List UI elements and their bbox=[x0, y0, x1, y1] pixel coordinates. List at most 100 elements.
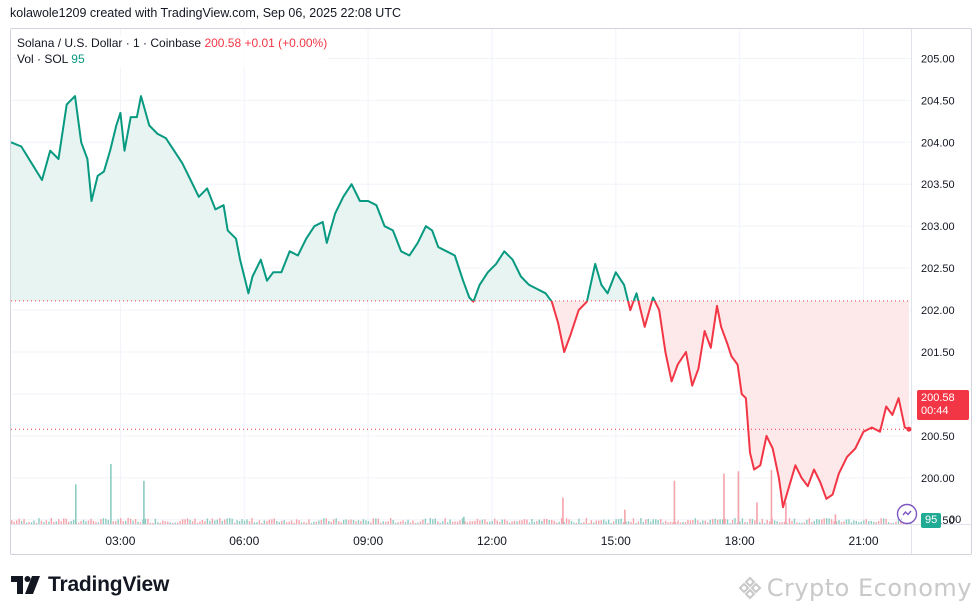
volume-bar bbox=[63, 518, 65, 524]
price-chart-svg[interactable]: 205.00 204.50 204.00 203.50 203.00 202.50 202.… bbox=[11, 29, 971, 554]
volume-bar bbox=[424, 518, 427, 524]
tradingview-brand[interactable]: TradingView bbox=[10, 573, 169, 597]
volume-bar bbox=[323, 518, 325, 524]
volume-bar bbox=[503, 519, 506, 524]
volume-bar bbox=[196, 522, 199, 524]
volume-bar bbox=[635, 522, 637, 524]
volume-bar bbox=[117, 519, 119, 524]
price-point bbox=[606, 292, 609, 294]
volume-bar bbox=[201, 519, 204, 524]
volume-bar bbox=[105, 518, 107, 524]
volume-bar bbox=[523, 519, 526, 524]
volume-bar bbox=[627, 521, 630, 524]
volume-bar bbox=[350, 519, 352, 524]
price-point bbox=[80, 141, 82, 143]
price-point bbox=[342, 196, 344, 198]
price-point bbox=[305, 238, 307, 240]
volume-bar bbox=[615, 519, 617, 524]
volume-bar bbox=[11, 520, 13, 524]
price-point bbox=[664, 351, 666, 353]
price-point bbox=[772, 447, 774, 450]
volume-spike bbox=[737, 471, 740, 524]
price-point bbox=[495, 263, 497, 265]
volume-bar bbox=[830, 519, 833, 524]
volume-row: Vol · SOL 95 bbox=[17, 51, 327, 67]
price-point bbox=[148, 124, 150, 127]
price-point bbox=[280, 271, 283, 273]
volume-bar bbox=[236, 520, 238, 524]
price-point bbox=[854, 447, 856, 450]
crypto-economy-watermark: Crypto Economy bbox=[737, 574, 972, 602]
volume-bar bbox=[174, 522, 176, 524]
volume-bar bbox=[620, 518, 622, 524]
volume-bar bbox=[607, 519, 610, 524]
volume-bar bbox=[461, 518, 464, 524]
volume-bar bbox=[892, 522, 895, 524]
chart-panel[interactable]: Solana / U.S. Dollar · 1 · Coinbase 200.… bbox=[10, 28, 972, 555]
volume-bar bbox=[169, 522, 171, 524]
volume-bar bbox=[162, 520, 164, 524]
volume-bar bbox=[528, 522, 531, 524]
price-point bbox=[594, 263, 596, 265]
volume-bar bbox=[796, 522, 798, 524]
price-point bbox=[691, 384, 693, 387]
volume-bar bbox=[622, 522, 625, 524]
volume-bar bbox=[362, 519, 365, 524]
volume-bar bbox=[246, 519, 248, 524]
volume-bar bbox=[238, 521, 241, 524]
price-point bbox=[367, 200, 369, 202]
volume-bar bbox=[667, 522, 669, 524]
price-point bbox=[898, 397, 900, 399]
price-point bbox=[165, 137, 167, 139]
price-point bbox=[586, 301, 588, 303]
price-point bbox=[74, 95, 76, 97]
price-point bbox=[260, 259, 262, 261]
volume-bar bbox=[637, 521, 640, 524]
volume-label[interactable]: Vol · SOL bbox=[17, 52, 68, 66]
price-point bbox=[462, 280, 464, 282]
volume-bar bbox=[184, 519, 186, 524]
price-point bbox=[819, 481, 821, 483]
volume-bar bbox=[342, 519, 345, 524]
volume-bar bbox=[719, 519, 721, 524]
volume-bar bbox=[714, 518, 716, 524]
price-point bbox=[123, 150, 126, 152]
price-point bbox=[670, 380, 673, 382]
volume-bar bbox=[729, 522, 731, 524]
x-tick-label: 09:00 bbox=[353, 534, 383, 548]
x-tick-label: 15:00 bbox=[601, 534, 631, 548]
volume-bar bbox=[882, 518, 885, 524]
volume-bar bbox=[731, 519, 734, 524]
price-point bbox=[130, 116, 132, 118]
volume-bar bbox=[801, 522, 803, 524]
volume-bar bbox=[657, 520, 659, 524]
symbol-title[interactable]: Solana / U.S. Dollar · 1 · Coinbase bbox=[17, 36, 202, 50]
volume-bar bbox=[471, 521, 474, 524]
price-point bbox=[97, 175, 99, 177]
volume-bar bbox=[18, 518, 20, 524]
price-point bbox=[710, 347, 712, 349]
price-point bbox=[86, 158, 88, 160]
volume-bar bbox=[355, 521, 357, 524]
volume-bar bbox=[865, 519, 867, 524]
volume-bar bbox=[466, 522, 469, 524]
sparkle-icon[interactable] bbox=[896, 503, 918, 525]
volume-bar bbox=[677, 520, 679, 524]
volume-bar bbox=[664, 520, 667, 524]
price-point bbox=[472, 301, 474, 303]
volume-bar bbox=[573, 522, 575, 524]
volume-bar bbox=[159, 522, 162, 524]
volume-bar bbox=[82, 519, 85, 524]
volume-bar bbox=[35, 522, 38, 524]
volume-bar bbox=[791, 520, 793, 524]
y-tick-label: 203.50 bbox=[921, 179, 955, 191]
price-point bbox=[417, 242, 419, 244]
volume-bar bbox=[337, 521, 340, 524]
volume-bar bbox=[555, 522, 558, 524]
volume-bar bbox=[231, 518, 233, 524]
volume-bar bbox=[873, 521, 875, 524]
price-point bbox=[272, 271, 274, 273]
volume-bar bbox=[518, 520, 521, 524]
volume-bar bbox=[625, 521, 627, 524]
volume-bar bbox=[565, 518, 568, 524]
